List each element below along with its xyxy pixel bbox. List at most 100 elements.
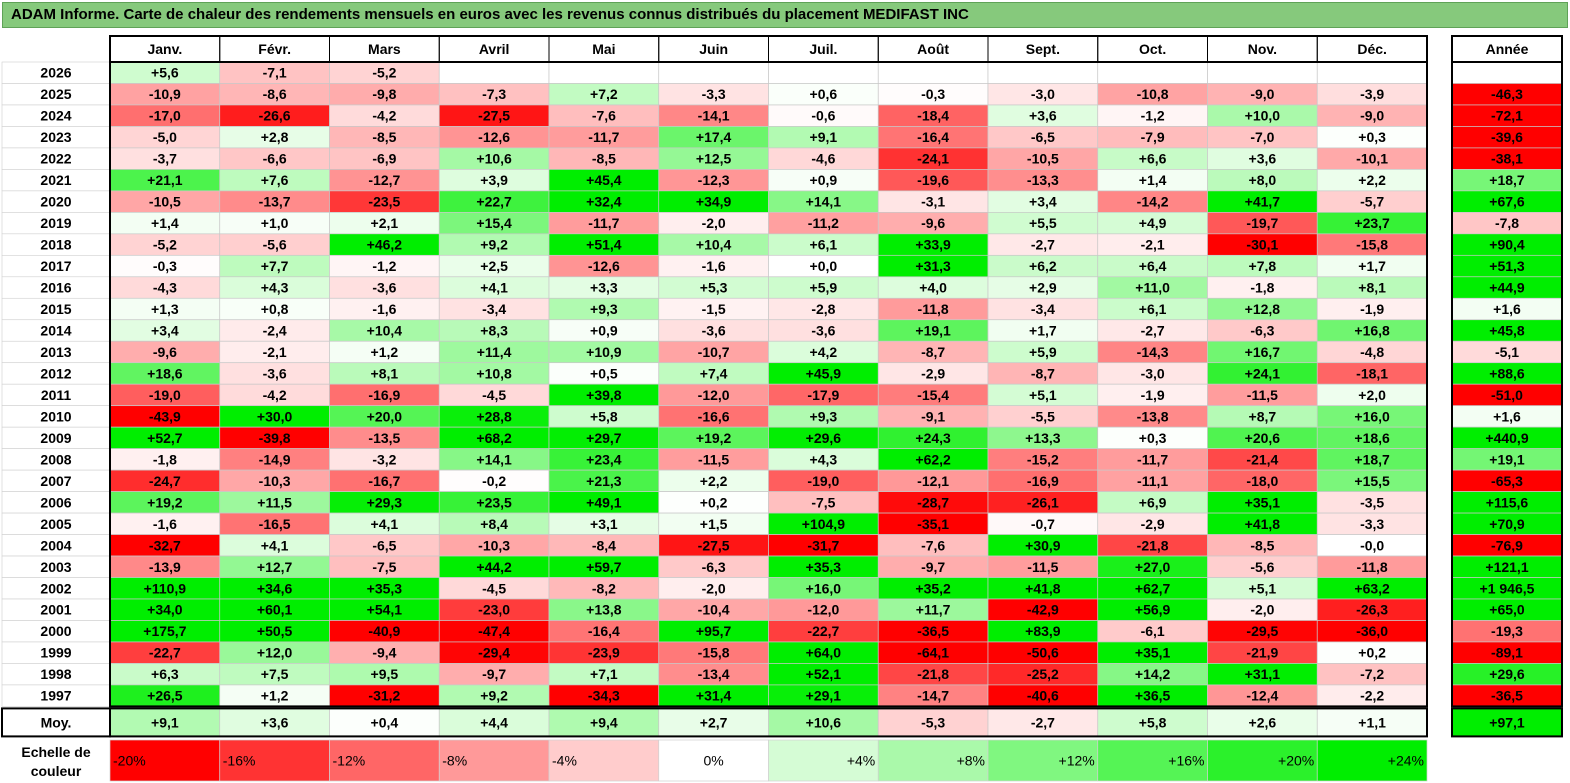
cell-value: +11,4 <box>477 344 512 360</box>
cell-value: +2,0 <box>1358 387 1386 403</box>
cell-value: +45,4 <box>586 172 622 188</box>
cell-value: -13,8 <box>1137 408 1169 424</box>
cell-value: +18,7 <box>1354 451 1390 467</box>
cell-value: -3,3 <box>1360 516 1384 532</box>
cell-value: +3,6 <box>1029 108 1057 124</box>
cell-value: -34,3 <box>588 688 620 704</box>
average-row-border <box>109 707 1428 738</box>
cell-value: -10,9 <box>149 86 181 102</box>
year-label: 2013 <box>40 344 71 360</box>
year-label: 2020 <box>40 194 71 210</box>
scale-swatch-label: +12% <box>1059 753 1095 769</box>
heatmap-cell <box>768 61 879 84</box>
annual-value: +45,8 <box>1489 323 1525 339</box>
scale-swatch-label: 0% <box>704 753 724 769</box>
cell-value: -2,1 <box>1141 237 1165 253</box>
cell-value: +9,3 <box>810 408 838 424</box>
cell-value: -1,9 <box>1360 301 1384 317</box>
annual-value: +121,1 <box>1485 559 1528 575</box>
cell-value: +52,1 <box>806 666 842 682</box>
cell-value: +8,0 <box>1249 172 1277 188</box>
year-label: 1998 <box>40 666 71 682</box>
cell-value: -2,2 <box>1360 688 1384 704</box>
cell-value: +54,1 <box>367 602 403 618</box>
cell-value: -11,7 <box>1137 451 1168 467</box>
cell-value: -8,2 <box>592 580 616 596</box>
heatmap-cell <box>1207 61 1318 84</box>
cell-value: -3,1 <box>921 194 945 210</box>
cell-value: -12,6 <box>588 258 620 274</box>
cell-value: +22,7 <box>476 194 512 210</box>
cell-value: -0,0 <box>1360 537 1384 553</box>
cell-value: +8,4 <box>480 516 508 532</box>
year-label: 2010 <box>40 408 71 424</box>
year-label: 2005 <box>40 516 71 532</box>
cell-value: -4,2 <box>263 387 287 403</box>
average-cell <box>1097 708 1208 737</box>
cell-value: +4,1 <box>480 280 508 296</box>
cell-value: -5,7 <box>1360 194 1384 210</box>
scale-swatch <box>109 739 221 782</box>
cell-value: +1,7 <box>1029 323 1057 339</box>
annual-value: -19,3 <box>1491 623 1523 639</box>
cell-value: -4,8 <box>1360 344 1384 360</box>
cell-value: -1,9 <box>1141 387 1165 403</box>
cell-value: -21,8 <box>1137 537 1169 553</box>
cell-value: -6,5 <box>372 537 396 553</box>
cell-value: -31,2 <box>368 688 400 704</box>
cell-value: +16,8 <box>1354 323 1390 339</box>
cell-value: +5,1 <box>1029 387 1057 403</box>
cell-value: -2,1 <box>263 344 287 360</box>
cell-value: +9,1 <box>810 129 838 145</box>
annual-value: -72,1 <box>1491 108 1523 124</box>
cell-value: -1,2 <box>1141 108 1165 124</box>
heatmap-cell <box>438 61 550 84</box>
annual-value: +51,3 <box>1489 258 1525 274</box>
cell-value: +9,2 <box>480 688 508 704</box>
annual-value: +44,9 <box>1489 280 1525 296</box>
cell-value: +0,0 <box>810 258 838 274</box>
cell-value: -9,7 <box>921 559 945 575</box>
cell-value: +56,9 <box>1135 602 1171 618</box>
average-value: +0,4 <box>371 714 399 730</box>
cell-value: -4,2 <box>372 108 396 124</box>
cell-value: +10,6 <box>476 151 512 167</box>
scale-swatch <box>987 739 1099 782</box>
scale-swatch <box>219 739 330 782</box>
cell-value: -23,9 <box>588 645 620 661</box>
cell-value: -1,6 <box>702 258 726 274</box>
cell-value: +6,1 <box>1139 301 1167 317</box>
cell-value: -17,0 <box>149 108 181 124</box>
cell-value: +95,7 <box>696 623 732 639</box>
heatmap-cell <box>1097 61 1208 84</box>
cell-value: -9,0 <box>1360 108 1384 124</box>
cell-value: +3,4 <box>1029 194 1057 210</box>
cell-value: -24,1 <box>917 151 949 167</box>
cell-value: +7,2 <box>590 86 618 102</box>
cell-value: -26,1 <box>1027 494 1059 510</box>
cell-value: +4,1 <box>371 516 399 532</box>
cell-value: +1,3 <box>151 301 179 317</box>
year-label: 2014 <box>40 323 71 339</box>
cell-value: -12,3 <box>698 172 730 188</box>
cell-value: +15,5 <box>1354 473 1390 489</box>
cell-value: +44,2 <box>476 559 512 575</box>
cell-value: +0,8 <box>261 301 289 317</box>
cell-value: -5,6 <box>263 237 287 253</box>
cell-value: +21,1 <box>147 172 183 188</box>
cell-value: +63,2 <box>1354 580 1390 596</box>
cell-value: -35,1 <box>917 516 949 532</box>
cell-value: +29,6 <box>806 430 842 446</box>
cell-value: -1,5 <box>702 301 726 317</box>
cell-value: +110,9 <box>144 580 187 596</box>
cell-value: +23,7 <box>1354 215 1390 231</box>
cell-value: +0,9 <box>590 323 618 339</box>
cell-value: +10,4 <box>367 323 403 339</box>
cell-value: -3,7 <box>153 151 177 167</box>
cell-value: -12,6 <box>478 129 510 145</box>
cell-value: -11,5 <box>698 451 729 467</box>
cell-value: +23,5 <box>476 494 512 510</box>
cell-value: -16,9 <box>368 387 400 403</box>
cell-value: +8,3 <box>480 323 508 339</box>
